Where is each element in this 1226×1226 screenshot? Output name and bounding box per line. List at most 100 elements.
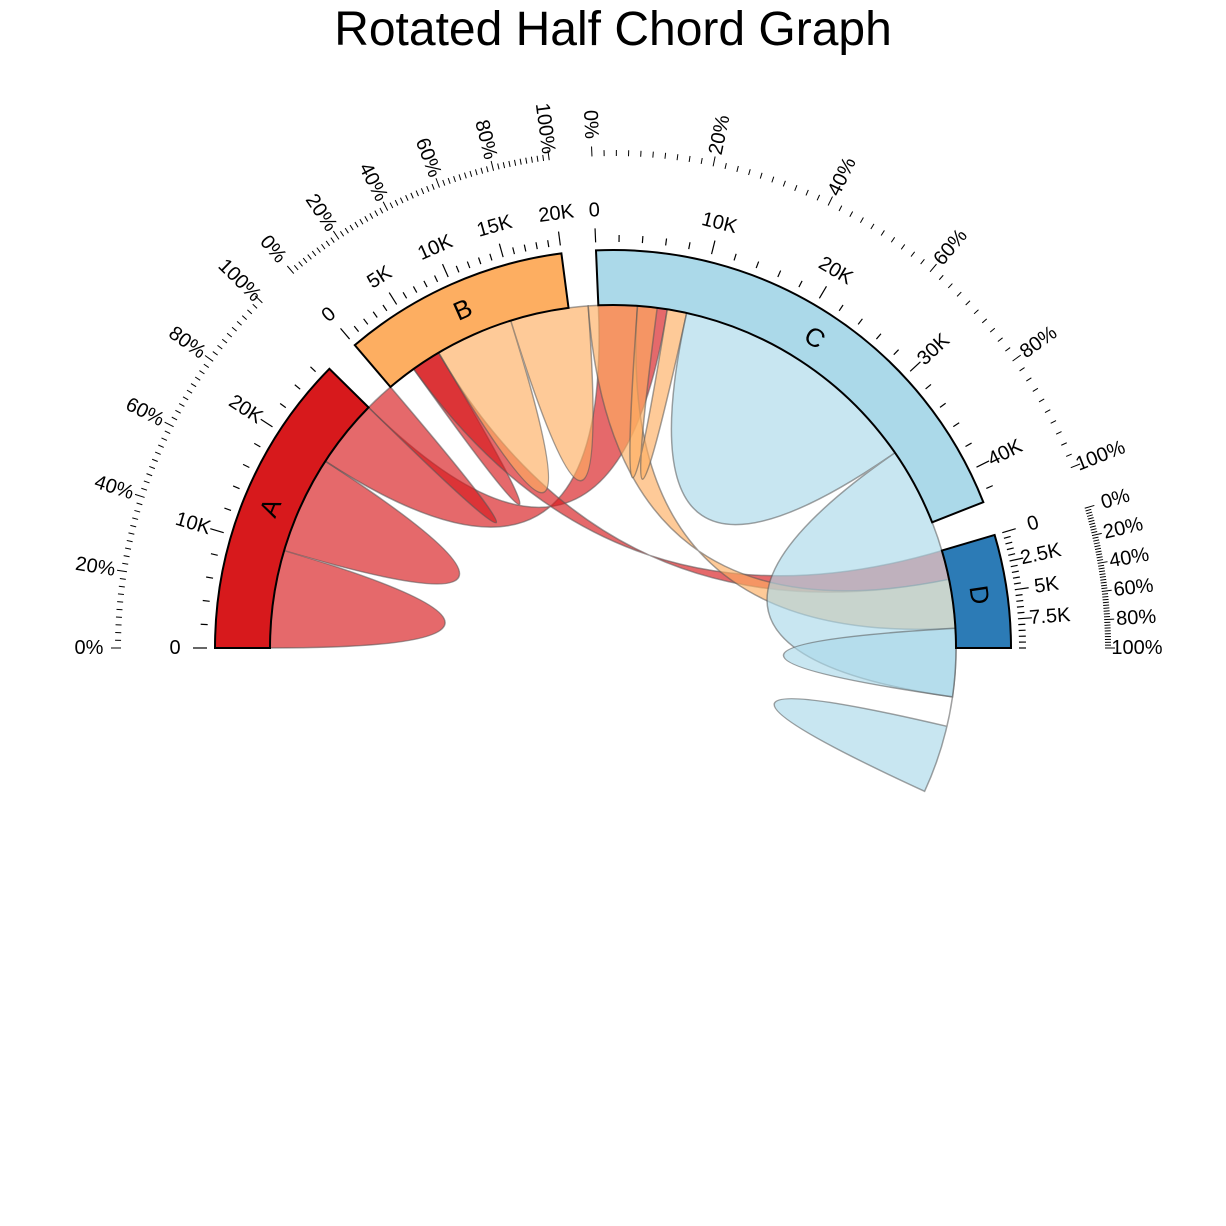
percent-tick-D [1102,595,1109,598]
percent-tick-D [1095,550,1102,553]
percent-tick-D [1086,514,1093,517]
percent-tick-C [973,309,979,315]
value-tick-A [279,403,287,409]
percent-tick-B [458,174,462,181]
value-tick-C [665,238,668,246]
value-tick-C [688,242,691,250]
value-tick-A [253,442,261,448]
percent-tick-D [1088,519,1095,523]
percent-tick-A [241,315,248,320]
percent-tick-D [1096,556,1103,559]
value-tick-B [512,247,516,255]
value-tick-B [372,311,378,318]
percent-tick-B [415,190,419,197]
percent-tick-B [464,172,467,179]
percent-tick-label-A: 0% [75,637,104,659]
percent-tick-A [123,555,130,558]
value-tick-C [893,349,900,356]
percent-tick-A [199,370,205,375]
percent-tick-C [870,223,875,230]
percent-tick-A [125,547,132,550]
sector-label-D: D [963,583,995,606]
percent-tick-A [161,437,168,441]
percent-tick-label-C: 40% [823,154,860,200]
percent-tick-B [316,247,321,253]
value-tick-label-B: 0 [317,303,340,327]
value-tick-D [1011,570,1019,574]
value-tick-B [498,243,504,258]
percent-tick-D [1103,604,1110,607]
percent-tick-C [700,157,703,165]
percent-tick-C [676,154,679,161]
percent-tick-C [782,180,786,187]
value-tick-A [210,553,218,556]
percent-tick-C [1026,377,1032,382]
value-tick-label-C: 40K [984,435,1026,471]
percent-tick-B [321,243,326,250]
value-tick-B [441,263,449,278]
percent-tick-A [217,344,223,350]
value-tick-D [1013,582,1021,585]
percent-tick-A [182,396,189,401]
percent-tick-C [1005,347,1011,352]
percent-tick-D [1091,531,1098,534]
percent-tick-B [364,215,369,222]
percent-tick-D [1096,553,1103,556]
percent-tick-label-D: 80% [1116,606,1157,630]
value-tick-C [939,402,946,408]
percent-tick-label-C: 0% [579,110,602,140]
value-tick-B [489,253,493,261]
chart-title: Rotated Half Chord Graph [334,3,892,56]
percent-tick-A [126,539,133,543]
percent-tick-B [311,250,317,257]
value-tick-D [1015,594,1023,597]
value-tick-B [523,244,527,252]
percent-tick-label-D: 20% [1101,513,1145,544]
value-tick-C [798,280,803,288]
value-tick-D [1012,576,1020,579]
percent-tick-B [330,237,335,243]
percent-tick-C [759,172,763,179]
value-tick-D [1002,528,1016,534]
percent-tick-D [1098,570,1106,573]
value-tick-B [455,265,460,273]
percent-tick-label-C: 80% [1016,322,1062,363]
percent-tick-B [508,160,511,167]
percent-tick-C [880,230,885,236]
percent-tick-A [164,421,174,428]
percent-tick-B [447,177,451,184]
percent-tick-C [1050,420,1057,424]
percent-tick-label-D: 100% [1111,637,1162,659]
percent-tick-D [1089,525,1096,528]
percent-tick-A [117,593,124,596]
value-tick-B [382,304,388,312]
percent-tick-C [664,152,667,159]
percent-tick-B [519,158,522,165]
percent-tick-label-B: 100% [531,102,559,156]
value-tick-C [777,270,782,278]
percent-tick-B [332,230,340,240]
value-tick-B [423,280,428,288]
value-tick-B [557,231,561,246]
percent-tick-B [399,197,404,204]
percent-tick-B [490,160,495,171]
value-tick-label-D: 2.5K [1018,539,1064,569]
percent-tick-label-D: 60% [1112,575,1155,601]
value-tick-label-B: 20K [537,200,576,227]
percent-tick-C [981,318,988,324]
percent-tick-B [379,207,384,214]
percent-tick-D [1098,564,1105,567]
percent-tick-label-B: 0% [255,231,291,267]
percent-tick-A [132,517,139,520]
value-tick-B [412,286,418,293]
value-tick-label-B: 10K [414,230,456,265]
value-tick-A [206,576,214,579]
percent-tick-A [171,416,178,421]
percent-tick-D [1086,511,1093,515]
percent-tick-A [254,295,263,304]
percent-tick-A [236,320,242,326]
percent-tick-B [530,156,533,163]
percent-tick-A [158,444,164,448]
percent-tick-C [920,259,925,265]
value-tick-B [402,292,408,299]
